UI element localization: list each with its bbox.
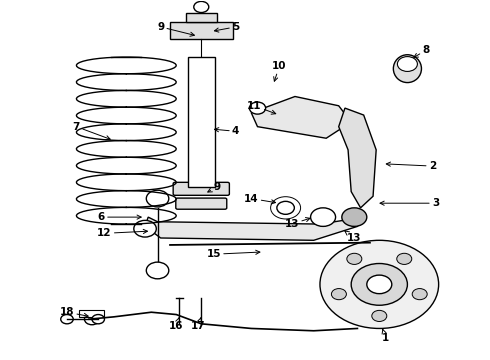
- Circle shape: [345, 120, 357, 129]
- Circle shape: [351, 264, 407, 305]
- Circle shape: [194, 1, 209, 13]
- Text: 4: 4: [215, 126, 239, 136]
- Circle shape: [331, 289, 346, 300]
- Polygon shape: [339, 108, 376, 208]
- Circle shape: [372, 310, 387, 321]
- Text: 7: 7: [73, 122, 110, 140]
- FancyBboxPatch shape: [170, 22, 233, 39]
- Text: 1: 1: [382, 329, 389, 343]
- Text: 2: 2: [386, 161, 436, 171]
- Polygon shape: [251, 96, 351, 138]
- Text: 5: 5: [215, 22, 239, 32]
- Text: 14: 14: [244, 194, 275, 204]
- Circle shape: [347, 253, 362, 265]
- Polygon shape: [188, 57, 215, 187]
- Circle shape: [312, 209, 334, 225]
- Circle shape: [147, 190, 169, 207]
- Text: 15: 15: [206, 249, 260, 259]
- Circle shape: [92, 315, 104, 324]
- Circle shape: [249, 102, 266, 114]
- FancyBboxPatch shape: [79, 310, 104, 317]
- Circle shape: [397, 57, 417, 71]
- Text: 6: 6: [98, 212, 141, 222]
- Circle shape: [311, 208, 336, 226]
- Text: 8: 8: [414, 45, 430, 57]
- Text: 16: 16: [169, 318, 184, 331]
- Circle shape: [412, 289, 427, 300]
- Text: 10: 10: [272, 61, 287, 81]
- Text: 12: 12: [97, 228, 147, 238]
- Circle shape: [397, 253, 412, 265]
- Circle shape: [84, 314, 99, 325]
- Circle shape: [342, 208, 367, 226]
- Text: 9: 9: [208, 182, 220, 192]
- Circle shape: [367, 275, 392, 294]
- FancyBboxPatch shape: [186, 13, 217, 22]
- Text: 17: 17: [191, 318, 205, 331]
- Circle shape: [134, 220, 156, 237]
- Text: 13: 13: [344, 230, 362, 243]
- Text: 11: 11: [247, 101, 276, 114]
- Text: 3: 3: [380, 198, 439, 208]
- Circle shape: [320, 240, 439, 328]
- Polygon shape: [145, 217, 364, 240]
- Text: 13: 13: [285, 217, 310, 229]
- Ellipse shape: [393, 55, 421, 82]
- Circle shape: [277, 201, 294, 214]
- Circle shape: [147, 262, 169, 279]
- FancyBboxPatch shape: [173, 182, 229, 195]
- FancyBboxPatch shape: [176, 198, 227, 209]
- Text: 9: 9: [157, 22, 195, 36]
- Text: 18: 18: [60, 307, 88, 318]
- Circle shape: [61, 315, 73, 324]
